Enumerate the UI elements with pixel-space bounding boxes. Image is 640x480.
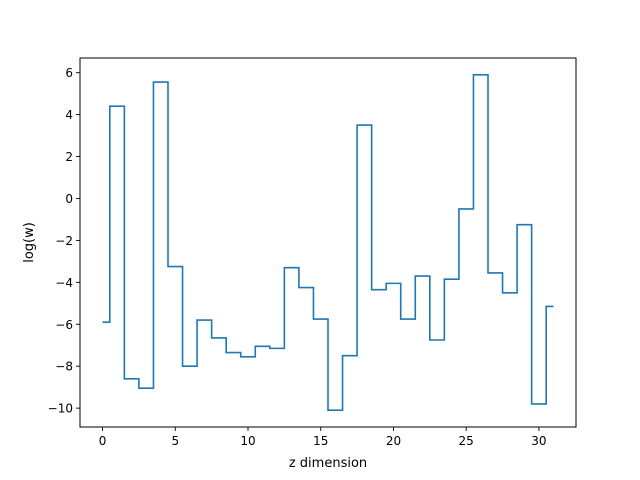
series-line-0 (102, 73, 554, 412)
y-axis: −10 −8 −6 −4 −2 0 2 4 6 (48, 66, 80, 416)
plot-frame (79, 57, 577, 428)
x-tick-label: 20 (386, 434, 401, 448)
x-tick-label: 25 (459, 434, 474, 448)
y-tick-label: −6 (55, 318, 73, 332)
y-tick-label: −10 (48, 402, 73, 416)
x-axis: 0 5 10 15 20 25 30 (99, 427, 547, 448)
x-tick-label: 15 (313, 434, 328, 448)
y-tick-label: −2 (55, 234, 73, 248)
y-tick-label: 2 (65, 150, 73, 164)
x-axis-label: z dimension (289, 456, 367, 471)
y-tick-label: 6 (65, 66, 73, 80)
y-tick-label: −4 (55, 276, 73, 290)
x-tick-label: 30 (531, 434, 546, 448)
y-tick-label: 0 (65, 192, 73, 206)
y-tick-label: 4 (65, 108, 73, 122)
y-axis-label: log(w) (22, 222, 37, 263)
x-tick-label: 5 (171, 434, 179, 448)
x-tick-label: 0 (99, 434, 107, 448)
series-layer (102, 73, 554, 412)
x-tick-label: 10 (240, 434, 255, 448)
y-tick-label: −8 (55, 360, 73, 374)
